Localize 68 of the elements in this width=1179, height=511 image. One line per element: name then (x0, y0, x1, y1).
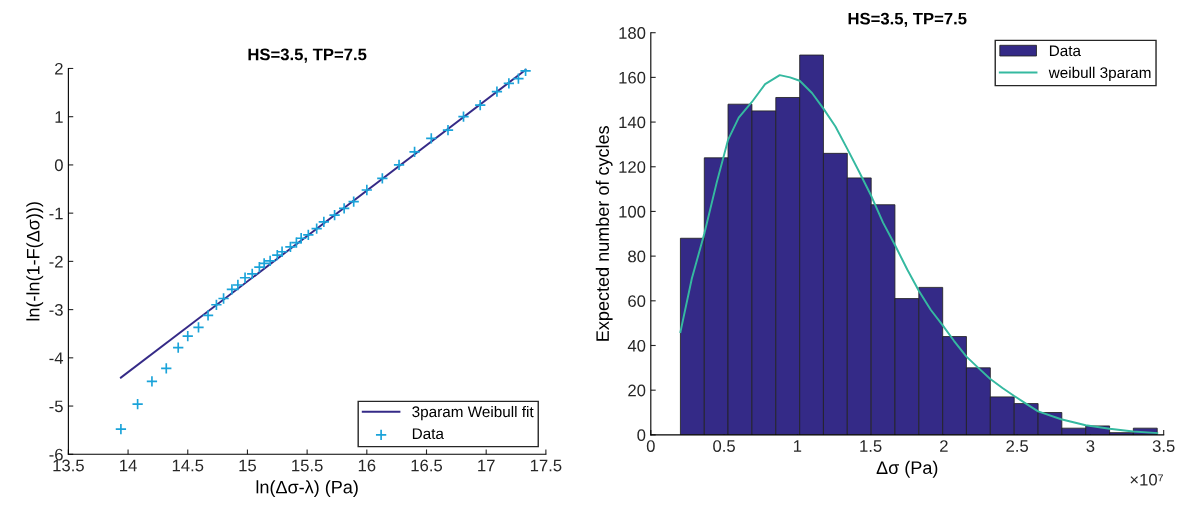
y-tick-label: 80 (628, 250, 646, 263)
y-tick-label: 180 (619, 27, 646, 39)
y-tick-label: -5 (49, 400, 63, 413)
point (347, 195, 360, 208)
point (145, 375, 158, 388)
point (172, 341, 185, 354)
y-tick-label: 0 (637, 429, 646, 442)
y-tick-label: -2 (49, 255, 63, 268)
y-tick-label: 60 (628, 295, 646, 308)
y-tick-label: 160 (619, 71, 646, 84)
point (457, 110, 470, 123)
y-tick-label: 100 (619, 205, 646, 218)
legend-label: weibull 3param (1048, 66, 1151, 82)
point (202, 309, 215, 322)
y-tick-label: -6 (49, 448, 63, 461)
y-tick-label: 20 (628, 384, 646, 397)
point (160, 362, 173, 375)
x-tick-label: 3.5 (1152, 440, 1175, 452)
y-tick-label: -4 (49, 352, 64, 364)
point (376, 172, 389, 185)
point (360, 184, 373, 196)
x-tick-label: 17 (478, 459, 495, 472)
point (393, 158, 406, 171)
x-tick-label: 15 (239, 459, 257, 472)
point (131, 398, 144, 411)
point (490, 85, 503, 98)
legend-label: Data (412, 428, 444, 440)
point (442, 124, 454, 137)
y-axis-title: ln(-ln(1-F(Δσ))) (26, 202, 44, 321)
point (192, 321, 205, 334)
x-tick-label: 3 (1086, 440, 1095, 452)
x-tick-label: 13.5 (53, 459, 84, 472)
chart-title: HS=3.5, TP=7.5 (848, 12, 967, 27)
x-tick-label: 14 (120, 459, 137, 472)
x-tick-label: 16.5 (411, 459, 443, 472)
x-axis-title: ln(Δσ-λ) (Pa) (256, 480, 358, 498)
x-tick-label: 1 (793, 440, 802, 452)
legend-label: Data (1049, 45, 1081, 57)
x-tick-label: 0.5 (713, 440, 735, 452)
y-tick-label: 40 (627, 339, 646, 352)
x-tick-label: 1.5 (860, 440, 882, 452)
x-tick-label: 14.5 (172, 459, 204, 472)
y-axis-title: Expected number of cycles (595, 126, 613, 341)
x-tick-label: 2 (940, 440, 948, 452)
x-tick-label: 17.5 (530, 459, 562, 472)
x-tick-label: 0 (646, 440, 655, 452)
point (474, 99, 487, 112)
point (408, 145, 421, 158)
y-tick-label: 140 (619, 116, 646, 129)
x-axis-title: Δσ (Pa) (876, 460, 938, 478)
y-tick-label: 2 (55, 62, 63, 75)
point (338, 202, 351, 215)
x-tick-label: 2.5 (1006, 440, 1029, 452)
y-tick-label: -3 (49, 304, 63, 316)
y-tick-label: 120 (619, 161, 646, 173)
chart-title: HS=3.5, TP=7.5 (248, 48, 367, 63)
x-tick-label: 15.5 (292, 459, 323, 472)
point (114, 423, 127, 436)
point (502, 77, 515, 90)
point (328, 209, 341, 222)
text: ×10⁷ (1130, 473, 1163, 486)
point (425, 132, 438, 145)
y-tick-label: 0 (54, 159, 63, 172)
x-tick-label: 16 (358, 459, 376, 472)
point (181, 330, 194, 343)
y-tick-label: 1 (55, 111, 63, 123)
y-tick-label: -1 (49, 207, 63, 220)
legend-label: 3param Weibull fit (412, 405, 534, 421)
